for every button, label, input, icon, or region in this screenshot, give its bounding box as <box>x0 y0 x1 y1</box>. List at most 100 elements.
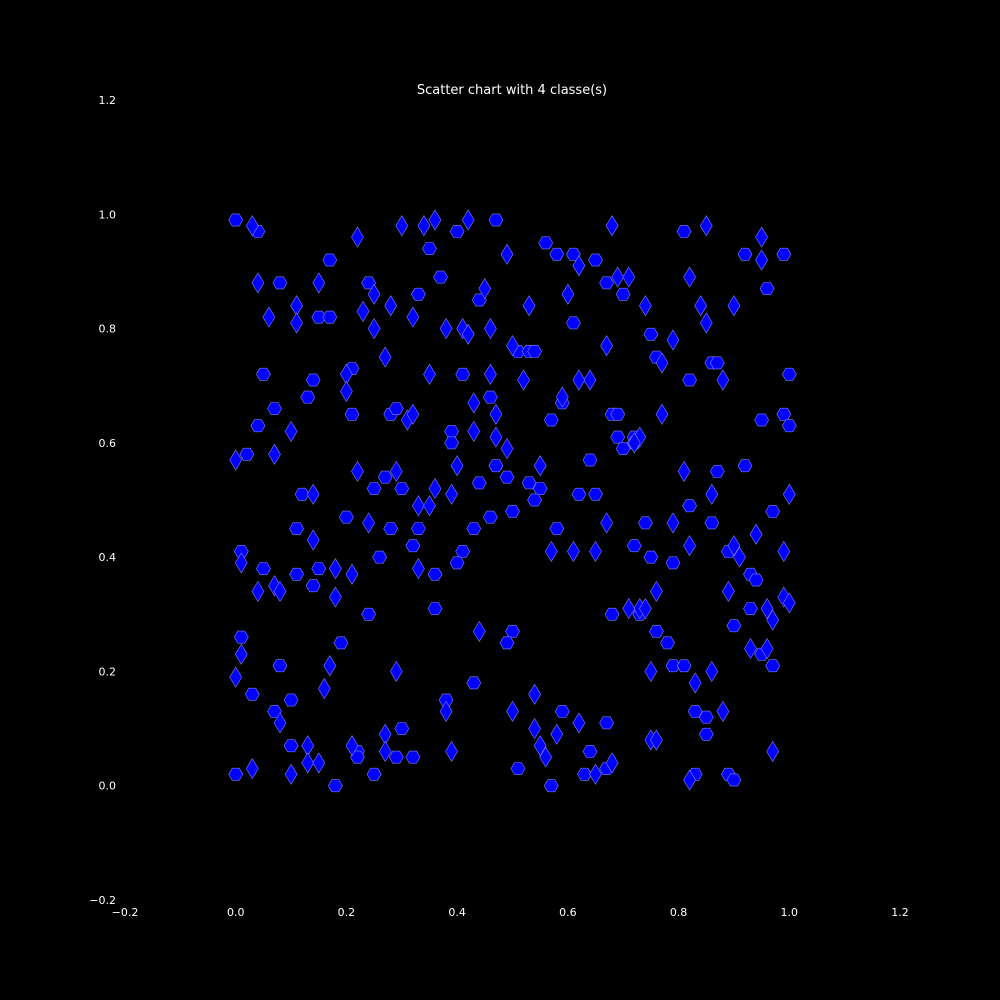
diamond-marker <box>284 420 298 442</box>
hexagon-marker <box>322 310 338 324</box>
diamond-marker <box>317 678 331 700</box>
x-tick-label: 0.4 <box>448 906 466 919</box>
diamond-marker <box>639 295 652 317</box>
diamond-marker <box>251 272 265 294</box>
hexagon-marker <box>322 253 338 267</box>
diamond-marker <box>666 512 680 534</box>
hexagon-marker <box>615 442 631 455</box>
y-tick-label: 1.2 <box>99 94 117 107</box>
hexagon-marker <box>488 459 504 473</box>
hexagon-marker <box>566 247 581 261</box>
diamond-marker <box>611 266 625 288</box>
diamond-marker <box>506 700 519 722</box>
hexagon-marker <box>643 327 659 341</box>
hexagon-marker <box>233 630 249 644</box>
hexagon-marker <box>427 602 443 615</box>
diamond-marker <box>301 752 315 774</box>
hexagon-marker <box>283 693 299 707</box>
hexagon-marker <box>499 470 515 484</box>
diamond-marker <box>517 369 530 391</box>
diamond-marker <box>622 598 636 620</box>
hexagon-marker <box>604 607 620 621</box>
hexagon-marker <box>698 710 714 724</box>
diamond-marker <box>760 598 774 620</box>
diamond-marker <box>600 335 613 357</box>
y-tick-label: 0.8 <box>99 323 117 336</box>
diamond-marker <box>528 683 541 705</box>
x-axis-ticks: −0.2 0.0 0.2 0.4 0.6 0.8 1.0 1.2 <box>112 906 909 919</box>
diamond-marker <box>262 306 276 328</box>
diamond-marker <box>439 700 453 722</box>
hexagon-marker <box>743 602 758 615</box>
hexagon-marker <box>521 476 537 490</box>
diamond-marker <box>428 478 442 500</box>
hexagon-marker <box>449 556 465 570</box>
hexagon-marker <box>411 287 426 301</box>
hexagon-marker <box>483 390 498 404</box>
hexagon-marker <box>610 407 626 421</box>
diamond-marker <box>550 723 564 745</box>
diamond-marker <box>722 580 735 602</box>
hexagon-marker <box>256 562 271 575</box>
diamond-marker <box>561 283 575 305</box>
diamond-marker <box>522 295 536 317</box>
hexagon-marker <box>289 522 304 535</box>
hexagon-marker <box>549 247 565 261</box>
diamond-marker <box>345 563 359 585</box>
diamond-marker <box>489 403 503 425</box>
hexagon-marker <box>543 779 559 793</box>
hexagon-marker <box>776 407 792 421</box>
hexagon-marker <box>289 567 304 581</box>
hexagon-marker <box>333 636 349 650</box>
diamond-marker <box>484 363 497 385</box>
diamond-marker <box>389 660 403 682</box>
hexagon-marker <box>422 242 437 255</box>
hexagon-marker <box>759 282 775 295</box>
diamond-marker <box>445 740 458 762</box>
x-tick-label: 1.2 <box>891 906 909 919</box>
diamond-marker <box>395 215 409 237</box>
diamond-marker <box>539 746 553 768</box>
diamond-marker <box>622 266 636 288</box>
diamond-marker <box>351 460 364 482</box>
hexagon-marker <box>610 430 626 444</box>
diamond-marker <box>312 272 326 294</box>
diamond-marker <box>329 586 342 608</box>
hexagon-marker <box>599 716 614 730</box>
diamond-marker <box>229 666 243 688</box>
diamond-marker <box>677 460 691 482</box>
diamond-marker <box>650 729 663 751</box>
diamond-marker <box>268 443 281 465</box>
hexagon-marker <box>339 510 354 524</box>
diamond-marker <box>290 312 303 334</box>
hexagon-marker <box>272 276 288 290</box>
diamond-marker <box>500 243 514 265</box>
diamond-marker <box>555 386 569 408</box>
diamond-marker <box>699 215 713 237</box>
diamond-marker <box>461 323 475 345</box>
diamond-marker <box>384 295 398 317</box>
diamond-marker <box>489 426 503 448</box>
diamond-marker <box>439 318 453 340</box>
diamond-marker <box>716 369 730 391</box>
x-tick-label: 1.0 <box>781 906 799 919</box>
diamond-marker <box>755 226 768 248</box>
diamond-marker <box>683 535 696 557</box>
diamond-marker <box>245 758 259 780</box>
diamond-marker <box>683 769 696 791</box>
diamond-marker <box>705 483 719 505</box>
hexagon-marker <box>267 402 282 415</box>
hexagon-marker <box>643 550 659 564</box>
hexagon-marker <box>765 505 781 518</box>
hexagon-marker <box>781 367 797 381</box>
hexagon-marker <box>737 459 753 473</box>
diamond-marker <box>412 495 425 517</box>
diamond-marker <box>450 455 464 477</box>
diamond-marker <box>533 455 547 477</box>
hexagon-marker <box>709 356 725 370</box>
hexagon-marker <box>438 693 454 707</box>
hexagon-marker <box>748 573 764 587</box>
y-tick-label: 0.0 <box>99 780 117 793</box>
hexagon-marker <box>394 722 410 735</box>
hexagon-marker <box>283 739 299 753</box>
